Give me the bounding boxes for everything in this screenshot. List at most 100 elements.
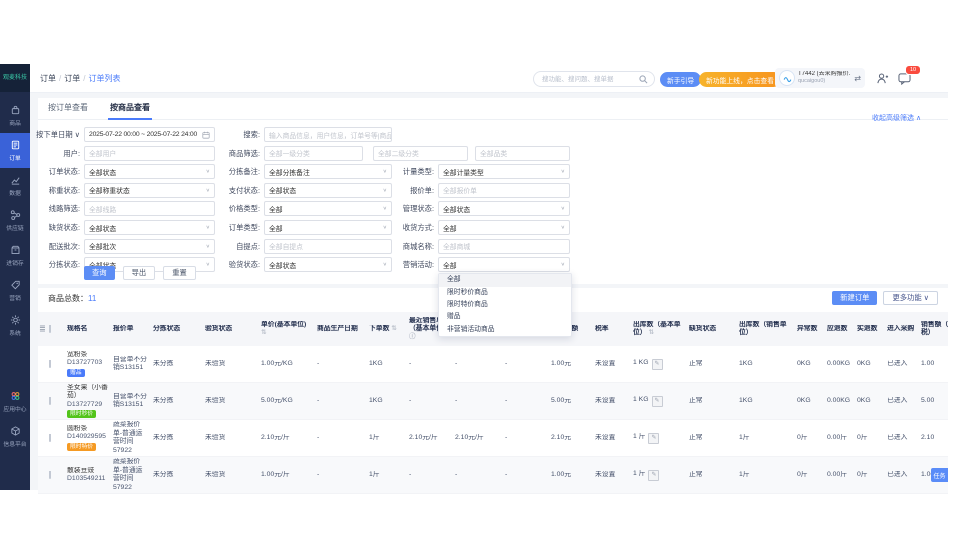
column-header-缺货状态: 缺货状态 [689, 325, 717, 332]
row-checkbox[interactable] [48, 470, 66, 480]
breadcrumb-item[interactable]: 订单列表 [88, 73, 121, 83]
chevron-down-icon: ∨ [382, 225, 387, 231]
filter-input-用户[interactable]: 全部用户 [84, 145, 215, 161]
filter-label: 价格类型: [228, 204, 260, 214]
filter-label: 用户: [63, 148, 80, 158]
cell-商品生产日期: - [317, 359, 320, 367]
filter-label: 订单类型: [228, 223, 260, 232]
total-count: 商品总数：11 [48, 293, 96, 304]
row-checkbox[interactable] [48, 396, 66, 406]
cell-实退数: 0斤 [857, 470, 868, 478]
filter-input-搜索[interactable]: 输入商品信息，用户信息，订单号等|商品，用户 [264, 127, 392, 142]
category-filter-1[interactable]: 全部一级分类 [264, 145, 363, 161]
more-functions-button[interactable]: 更多功能 ∨ [883, 291, 938, 305]
tab-按订单查看[interactable]: 按订单查看 [48, 103, 88, 112]
product-badge: 限时特价 [67, 442, 97, 451]
sidebar-item-应用中心[interactable]: 应用中心 [0, 384, 30, 419]
filter-input-商城名称[interactable]: 全部商城 [438, 238, 570, 254]
tab-按商品查看[interactable]: 按商品查看 [108, 98, 152, 120]
category-filter-2[interactable]: 全部二级分类 [373, 145, 468, 161]
category-filter-3[interactable]: 全部品类 [475, 145, 570, 161]
filter-input-自提点[interactable]: 全部自提点 [264, 238, 392, 254]
cell-参考成本: - [505, 433, 508, 441]
user-name-text: T7442 (去采购报价… [798, 71, 852, 77]
breadcrumb-item[interactable]: 订单 [64, 73, 81, 83]
column-header-下单数[interactable]: 下单数 ⇅ [369, 325, 397, 332]
contact-service-icon[interactable] [876, 72, 889, 85]
edit-unit-icon[interactable]: ✎ [651, 358, 663, 370]
sidebar-item-label: 系统 [9, 331, 21, 337]
column-header-出库数（基本单位）[interactable]: 出库数（基本单位） ⇅ [633, 321, 681, 336]
sidebar-item-进销存[interactable]: 进销存 [0, 238, 30, 273]
filter-select-管理状态[interactable]: 全部状态 ∨ [438, 201, 570, 217]
cell-缺货状态: 正常 [689, 359, 703, 367]
filter-label: 配送批次: [48, 241, 80, 251]
query-button[interactable]: 查询 [84, 266, 115, 280]
cell-异常数: 0斤 [797, 470, 808, 478]
filter-select-价格类型[interactable]: 全部 ∨ [264, 201, 392, 217]
task-float-tag[interactable]: 任务 [931, 468, 948, 482]
product-badge: 限时秒价 [67, 410, 97, 418]
sidebar-item-订单[interactable]: 订单 [0, 133, 30, 168]
user-name: T7442 (去采购报价… qucaigou0) [798, 71, 851, 85]
filter-select-分拣备注[interactable]: 全部分拣备注 ∨ [264, 164, 392, 180]
filter-select-验货状态[interactable]: 全部状态 ∨ [264, 257, 392, 273]
chevron-down-icon: ∨ [382, 169, 387, 175]
cell-实退数: 0斤 [857, 433, 868, 441]
export-button[interactable]: 导出 [122, 266, 156, 280]
table-row: 圆粉条 D140929595限时特价 蔬菜报价单-普通运营时间57922 未分拣 未验货… [38, 420, 948, 457]
filter-input-线路筛选[interactable]: 全部线路 [84, 201, 215, 217]
reset-button[interactable]: 重置 [163, 266, 196, 280]
sidebar-item-商品[interactable]: 商品 [0, 98, 30, 133]
switch-account-icon[interactable]: ⇄ [854, 73, 861, 83]
edit-unit-icon[interactable]: ✎ [648, 469, 660, 481]
filter-select-计量类型[interactable]: 全部计量类型 ∨ [438, 164, 570, 180]
app-center-icon [10, 390, 21, 402]
sidebar-item-供应链[interactable]: 供应链 [0, 203, 30, 238]
global-search-input[interactable] [540, 74, 639, 84]
goods-icon [10, 104, 21, 116]
sidebar-item-label: 应用中心 [3, 407, 27, 413]
cell-最近销售单价（销售单位）: 2.10元/斤 [455, 433, 484, 441]
breadcrumb-item[interactable]: 订单 [40, 73, 56, 83]
select-all-checkbox[interactable] [48, 325, 66, 333]
dropdown-option[interactable]: 非营销活动商品 [447, 325, 495, 333]
global-search[interactable] [533, 71, 655, 87]
edit-unit-icon[interactable]: ✎ [651, 395, 663, 407]
cell-下单金额: 2.10元 [551, 433, 572, 441]
date-range-field[interactable]: 2025-07-22 00:00 ~ 2025-07-22 24:00 [84, 127, 215, 142]
filter-select-称重状态[interactable]: 全部称重状态 ∨ [84, 182, 215, 198]
filter-select-订单状态[interactable]: 全部状态 ∨ [84, 164, 215, 180]
message-icon[interactable] [898, 73, 911, 85]
cell-下单金额: 5.00元 [551, 396, 572, 404]
sidebar-item-数据[interactable]: 数据 [0, 168, 30, 203]
filter-select-收货方式[interactable]: 全部 ∨ [438, 220, 570, 235]
filter-select-配送批次[interactable]: 全部批次 ∨ [84, 238, 215, 254]
filter-input-报价单[interactable]: 全部报价单 [438, 182, 570, 198]
filter-select-缺货状态[interactable]: 全部状态 ∨ [84, 220, 215, 235]
column-header-最近销售单价（基本单位）[interactable]: 最近销售单价（基本单位） ⓘ [409, 317, 450, 340]
filter-select-营销活动[interactable]: 全部 ∨ [438, 257, 570, 273]
filter-select-订单类型[interactable]: 全部 ∨ [264, 220, 392, 235]
dropdown-option[interactable]: 限时秒价商品 [447, 288, 488, 296]
user-account[interactable]: T7442 (去采购报价… qucaigou0) ⇄ [775, 68, 865, 88]
cell-下单金额: 1.00元 [551, 359, 572, 367]
collapse-advanced-filter-link[interactable]: 收起高级筛选 ∧ [872, 115, 922, 122]
row-checkbox[interactable] [48, 359, 66, 369]
edit-unit-icon[interactable]: ✎ [648, 432, 660, 444]
guide-button[interactable]: 新手引导 [660, 72, 702, 87]
promo-banner-button[interactable]: 新功能上线，点击查看 [699, 72, 781, 87]
sidebar-item-label: 营销 [9, 296, 21, 302]
filter-select-支付状态[interactable]: 全部状态 ∨ [264, 182, 392, 198]
dropdown-option[interactable]: 赠品 [447, 313, 461, 321]
dropdown-option[interactable]: 限时特价商品 [447, 300, 488, 308]
dropdown-option[interactable]: 全部 [439, 274, 571, 287]
create-order-button[interactable]: 新建订单 [832, 291, 878, 305]
sidebar-item-信息平台[interactable]: 信息平台 [0, 419, 30, 454]
column-header-单价(基本单位)[interactable]: 单价(基本单位) ⇅ [261, 321, 307, 336]
sidebar-item-营销[interactable]: 营销 [0, 273, 30, 308]
column-settings-icon[interactable]: ≣ [39, 324, 46, 333]
cell-报价单: 蔬菜报价单-普通运营时间57922 [113, 458, 143, 491]
sidebar-item-系统[interactable]: 系统 [0, 308, 30, 343]
row-checkbox[interactable] [48, 433, 66, 443]
